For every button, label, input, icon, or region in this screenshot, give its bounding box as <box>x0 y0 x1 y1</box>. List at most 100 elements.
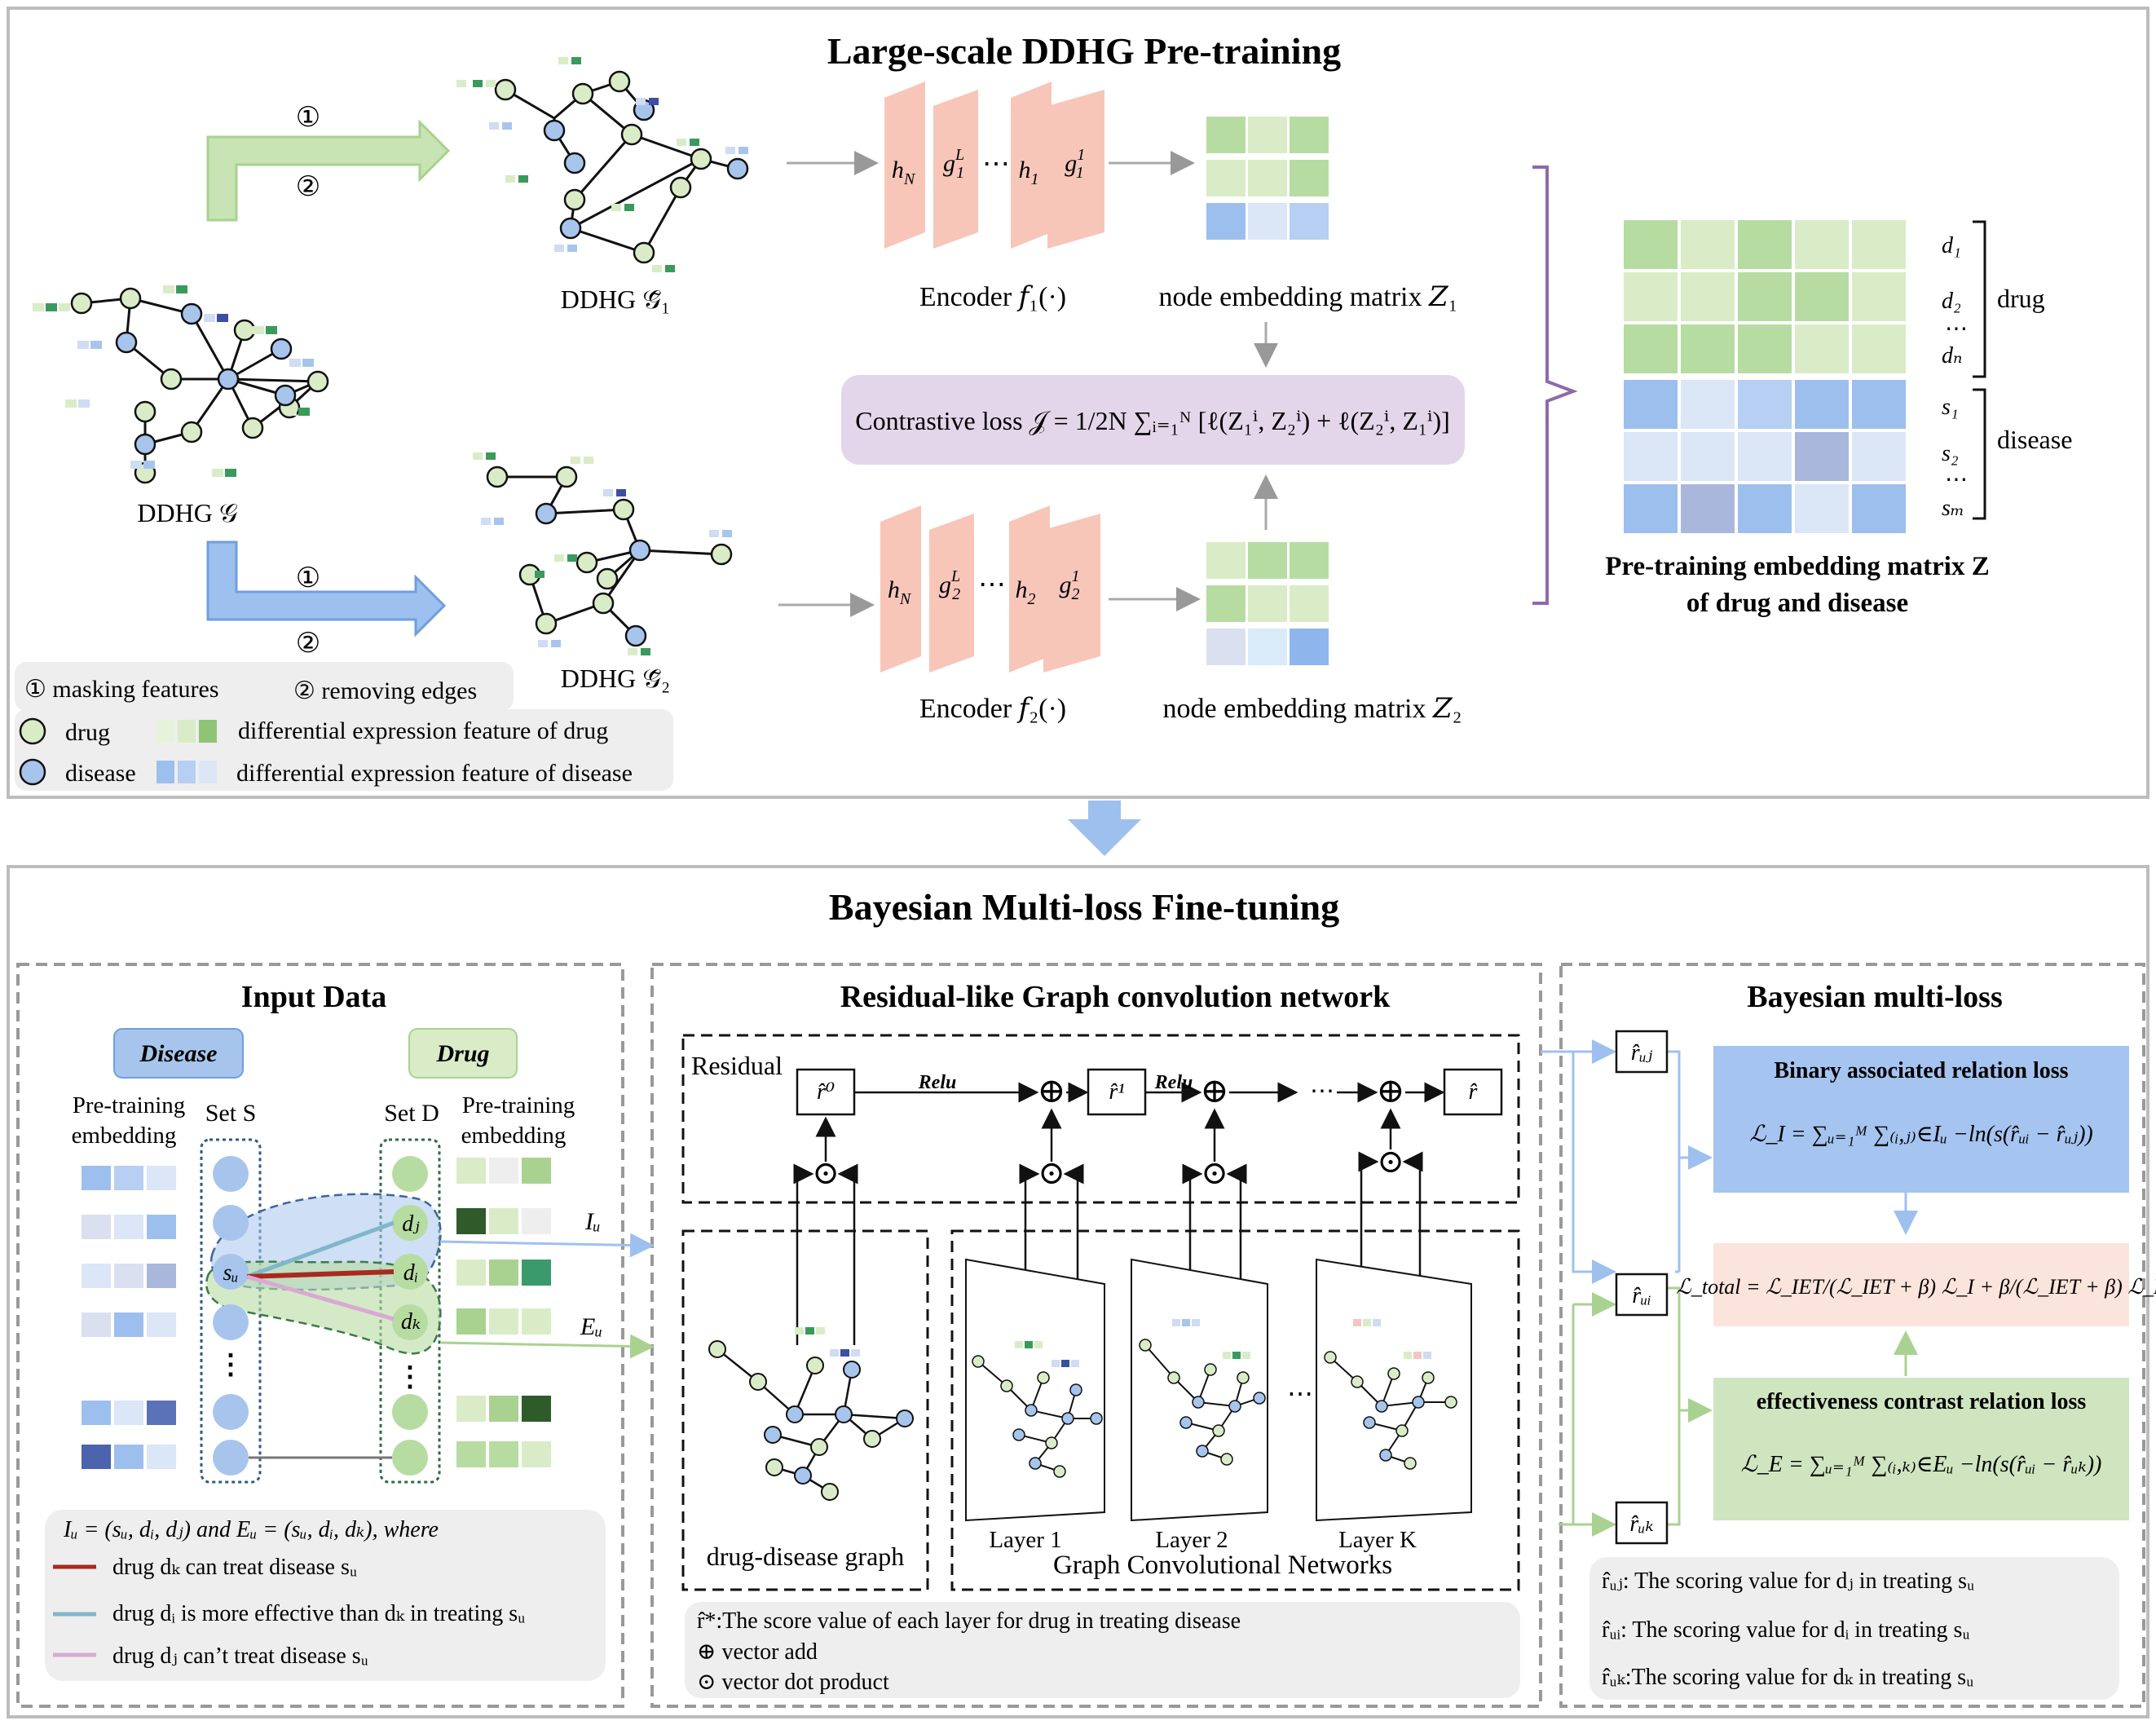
legend-removing: ② removing edges <box>293 677 477 704</box>
emb2-label: node embedding matrix 𝑍₂ <box>1163 694 1462 724</box>
input-data-panel <box>16 963 624 1708</box>
rui-box <box>1615 1273 1669 1317</box>
blue-augment-arrow <box>206 540 447 638</box>
pretraining-matrix-z <box>1624 220 1906 533</box>
graph-g-label: DDHG 𝒢 <box>137 498 237 527</box>
edge-cant-treat <box>246 1274 395 1321</box>
row-label-sm: sₘ <box>1942 496 1964 521</box>
row-label-dots-disease: ⋯ <box>1945 467 1968 492</box>
bayes-title: Bayesian multi-loss <box>1747 980 2003 1014</box>
drug-tag-label: Drug <box>435 1040 489 1067</box>
set-s-ellipsis: ⋮ <box>217 1350 245 1380</box>
row-label-s1: s₁ <box>1942 395 1959 420</box>
bayes-connectors <box>1541 1039 1713 1537</box>
encoder1-label: Encoder 𝑓₁(·) <box>919 282 1066 312</box>
drug-tag <box>408 1028 518 1079</box>
green-augment-arrow <box>206 119 451 222</box>
layer-2-label: Layer 2 <box>1155 1527 1228 1553</box>
concat-bracket <box>1532 165 1578 605</box>
disease-tag-label: Disease <box>139 1040 218 1067</box>
step1-bottom: ① <box>296 563 320 593</box>
eff-loss-formula: ℒ_E = ∑ᵤ₌₁ᴹ ∑₍ᵢ,ₖ₎∈Eᵤ −ln(s(r̂ᵤᵢ − r̂ᵤₖ)… <box>1741 1452 2102 1477</box>
layer-1-label: Layer 1 <box>989 1527 1061 1553</box>
bayes-note-1: r̂ᵤⱼ: The scoring value for dⱼ in treati… <box>1602 1568 1974 1594</box>
drug-embedding-swatches <box>456 1158 551 1467</box>
step1-top: ① <box>296 103 320 133</box>
binary-loss-formula: ℒ_I = ∑ᵤ₌₁ᴹ ∑₍ᵢ,ⱼ₎∈Iᵤ −ln(s(r̂ᵤᵢ − r̂ᵤⱼ)… <box>1749 1122 2093 1147</box>
input-note-2: drug dᵢ is more effective than dₖ in tre… <box>112 1601 525 1626</box>
bayes-note-3: r̂ᵤₖ:The scoring value for dₖ in treatin… <box>1602 1665 1973 1690</box>
add-op-2: ⊕ <box>1200 1073 1228 1110</box>
enc2-h-n: hN <box>888 576 912 608</box>
dot-products: ⊙ ⊙ ⊙ ⊙ <box>812 1143 1404 1191</box>
set-d-ellipsis: ⋮ <box>396 1362 424 1392</box>
input-note-formula: Iᵤ = (sᵤ, dᵢ, dⱼ) and Eᵤ = (sᵤ, dᵢ, dₖ),… <box>63 1517 439 1542</box>
legend-drug-feature: differential expression feature of drug <box>238 717 608 744</box>
edge-effective <box>246 1220 395 1279</box>
set-d-nodes <box>392 1156 428 1476</box>
relu-1: Relu <box>918 1072 957 1093</box>
right-emb-label-1: Pre-training <box>462 1092 575 1118</box>
set-s-nodes <box>213 1156 249 1476</box>
gcn-note-1: r̂*:The score value of each layer for dr… <box>697 1608 1241 1634</box>
matrix-title-2: of drug and disease <box>1686 589 1908 618</box>
add-op-k: ⊕ <box>1376 1073 1404 1110</box>
graph-g2-label: DDHG 𝒢̃₂ <box>561 664 670 693</box>
input-notes-box <box>45 1510 606 1681</box>
label-eu: Eᵤ <box>580 1313 602 1340</box>
step2-top: ② <box>296 172 320 202</box>
enc1-g-1: g1 1 <box>1065 146 1084 182</box>
legend-disease-node <box>19 758 46 786</box>
gcn-label: Graph Convolutional Networks <box>1053 1551 1392 1580</box>
arrow-iu <box>439 1233 655 1258</box>
ruj-box <box>1615 1030 1669 1074</box>
disease-embedding-swatches <box>82 1166 176 1469</box>
enc1-ellipsis: ⋯ <box>982 149 1010 179</box>
binary-loss-title: Binary associated relation loss <box>1774 1058 2068 1083</box>
gcn-note-2: ⊕ vector add <box>697 1639 818 1665</box>
r1-label: r̂¹ <box>1109 1079 1124 1105</box>
residual-box <box>681 1034 1520 1204</box>
r1-box <box>1087 1068 1147 1116</box>
r0-box <box>796 1068 856 1116</box>
legend-disease-feature: differential expression feature of disea… <box>236 760 633 787</box>
graph-g2 <box>473 452 733 655</box>
arrow-eu <box>439 1334 655 1359</box>
node-di: dᵢ <box>403 1260 418 1286</box>
node-su: sᵤ <box>223 1260 238 1286</box>
gcn-layer-k <box>1316 1258 1472 1522</box>
drug-brace <box>1973 220 1986 378</box>
ruk-label: r̂ᵤₖ <box>1629 1511 1653 1537</box>
total-loss-formula: ℒ_total = ℒ_IET/(ℒ_IET + β) ℒ_I + β/(ℒ_I… <box>1676 1275 2156 1299</box>
eff-loss-box <box>1713 1378 2129 1520</box>
drug-brace-label: drug <box>1997 284 2045 313</box>
rfinal-label: r̂ <box>1469 1079 1478 1105</box>
gcn-notes-box <box>685 1602 1520 1698</box>
enc1-h-1: h1 <box>1019 157 1039 188</box>
legend-drug-node <box>19 717 46 745</box>
drug-disease-graph-box <box>681 1229 929 1591</box>
node-dk: dₖ <box>401 1309 421 1335</box>
enc2-ellipsis: ⋯ <box>978 570 1006 600</box>
stage-transition-arrow <box>1068 801 1141 856</box>
gcn-dots: ⋯ <box>1310 1078 1334 1105</box>
enc2-g-1: g1 2 <box>1060 567 1080 603</box>
bayes-panel <box>1559 963 2145 1708</box>
bayes-note-2: r̂ᵤᵢ: The scoring value for dᵢ in treati… <box>1602 1617 1970 1643</box>
matrix-title-1: Pre-training embedding matrix Z <box>1605 552 1989 581</box>
row-label-d2: d₂ <box>1942 289 1961 314</box>
row-label-dots-drug: ⋯ <box>1945 316 1968 342</box>
binary-loss-box <box>1713 1046 2129 1193</box>
input-note-1: drug dₖ can treat disease sᵤ <box>112 1555 357 1580</box>
eff-loss-title: effectiveness contrast relation loss <box>1757 1389 2087 1414</box>
right-emb-label-2: embedding <box>461 1123 567 1149</box>
legend-disease-feature-swatch <box>157 761 217 783</box>
set-s-label: Set S <box>205 1100 257 1127</box>
graph-g1-label: DDHG 𝒢̃₁ <box>561 285 670 314</box>
ruj-label: r̂ᵤⱼ <box>1631 1040 1653 1065</box>
encoder-2 <box>880 505 1100 673</box>
encoder-1 <box>884 82 1104 249</box>
enc2-h-2: h2 <box>1016 576 1036 608</box>
set-d-label: Set D <box>384 1100 439 1127</box>
